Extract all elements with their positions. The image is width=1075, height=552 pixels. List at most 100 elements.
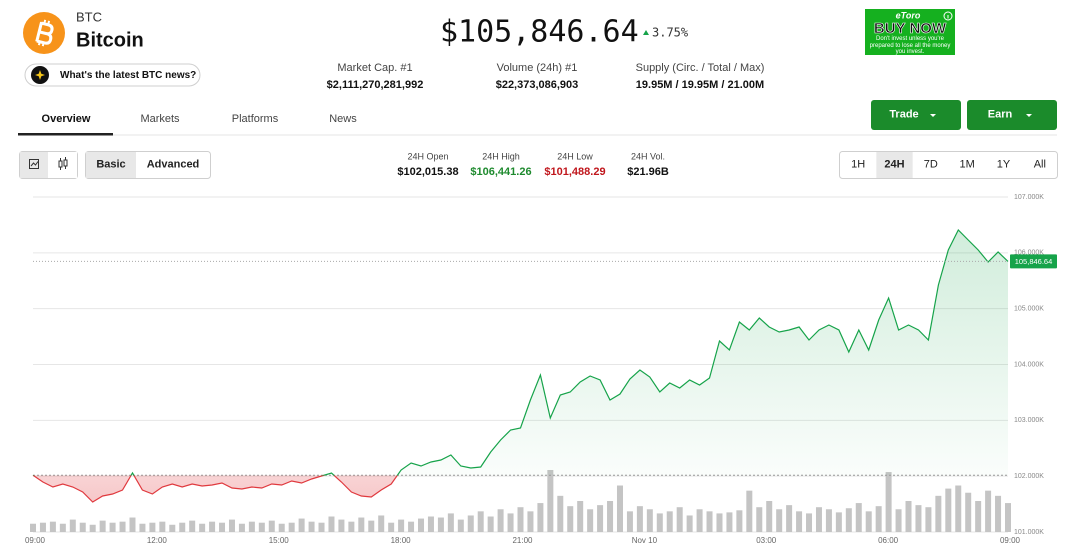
volume-bar: [507, 513, 514, 532]
day-stat-label: 24H Low: [557, 151, 593, 161]
x-tick-label: 15:00: [269, 536, 290, 545]
volume-bar: [537, 503, 544, 532]
volume-bar: [119, 521, 126, 532]
range-button[interactable]: All: [1034, 158, 1046, 170]
ad-info-glyph: [947, 15, 949, 19]
volume-bar: [308, 521, 315, 532]
volume-bar: [925, 507, 932, 532]
dropdown-caret: [930, 114, 936, 117]
range-button[interactable]: 1H: [851, 158, 865, 170]
volume-bar: [517, 507, 524, 532]
mode-button[interactable]: Advanced: [147, 158, 200, 170]
price-change: 3.75%: [652, 26, 689, 40]
volume-bar: [557, 495, 564, 532]
last-price-tag: [1010, 254, 1057, 269]
range-button[interactable]: 24H: [884, 158, 904, 170]
volume-bar: [855, 503, 862, 532]
volume-bar: [587, 509, 594, 532]
x-tick-label: 09:00: [1000, 536, 1021, 545]
price-area: [33, 230, 1008, 502]
news-button-label[interactable]: What's the latest BTC news?: [60, 70, 196, 81]
volume-bar: [457, 519, 464, 532]
volume-bar: [109, 522, 116, 532]
volume-bar: [696, 509, 703, 532]
day-stat-label: 24H Vol.: [631, 151, 665, 161]
y-tick-label: 106.000K: [1014, 250, 1044, 257]
action-button[interactable]: [871, 100, 961, 130]
tab[interactable]: News: [329, 113, 357, 125]
volume-bar: [238, 523, 245, 532]
x-tick-label: 03:00: [756, 536, 777, 545]
volume-bar: [875, 506, 882, 532]
volume-bar: [825, 509, 832, 532]
volume-bar: [49, 521, 56, 532]
volume-bar: [756, 507, 763, 532]
last-price-label: 105,846.64: [1015, 257, 1053, 266]
volume-bar: [30, 523, 36, 532]
y-tick-label: 103.000K: [1014, 417, 1044, 424]
action-label[interactable]: Trade: [889, 108, 918, 120]
sparkle: [35, 70, 45, 80]
volume-bar: [388, 522, 395, 532]
stat-label: Volume (24h) #1: [497, 62, 578, 74]
line-icon: [29, 159, 39, 169]
candle-style-button[interactable]: [49, 152, 77, 178]
volume-bar: [676, 507, 683, 532]
range-switch: [839, 151, 1058, 179]
volume-bar: [577, 501, 584, 532]
stat-value: 19.95M / 19.95M / 21.00M: [636, 79, 764, 91]
volume-bar: [716, 513, 723, 532]
mode-active: [86, 152, 136, 178]
range-button[interactable]: 1Y: [997, 158, 1011, 170]
x-tick-label: 18:00: [391, 536, 412, 545]
volume-bar: [567, 506, 574, 532]
volume-bar: [806, 513, 813, 532]
volume-bar: [845, 508, 852, 532]
tab[interactable]: Overview: [42, 113, 91, 125]
ad-info[interactable]: [943, 11, 953, 21]
volume-bar: [487, 516, 494, 532]
coin-glyph: [35, 19, 54, 47]
price-line: [32, 228, 1009, 503]
tab[interactable]: Markets: [140, 113, 180, 125]
range-button[interactable]: 7D: [924, 158, 938, 170]
news-button[interactable]: [24, 63, 201, 87]
volume-bar: [985, 490, 992, 532]
x-tick-label: 06:00: [878, 536, 899, 545]
volume-bar: [646, 509, 653, 532]
volume-bar: [995, 495, 1002, 532]
volume-bar: [686, 515, 693, 532]
tab[interactable]: Platforms: [232, 113, 279, 125]
ad-disclaimer: Don't invest unless you're prepared to l…: [869, 36, 951, 55]
mode-button[interactable]: Basic: [96, 158, 125, 170]
volume-bar: [656, 513, 663, 532]
volume-bar: [129, 517, 136, 532]
action-button[interactable]: [967, 100, 1057, 130]
y-tick-label: 105.000K: [1014, 306, 1044, 313]
action-label[interactable]: Earn: [988, 108, 1013, 120]
volume-bar: [706, 511, 713, 532]
stat-label: Supply (Circ. / Total / Max): [636, 62, 765, 74]
volume-bar: [437, 517, 444, 532]
volume-bar: [268, 520, 275, 532]
ad-banner[interactable]: [865, 9, 955, 55]
x-tick-label: 21:00: [512, 536, 533, 545]
volume-bar: [427, 516, 434, 532]
volume-bar: [865, 511, 872, 532]
volume-bar: [89, 524, 96, 532]
volume-bar: [248, 521, 255, 532]
line-style-button[interactable]: [20, 152, 48, 178]
candle-icon: [63, 159, 68, 167]
stat-label: Market Cap. #1: [337, 62, 412, 74]
volume-bar: [408, 521, 415, 532]
volume-bar: [99, 520, 106, 532]
range-button[interactable]: 1M: [960, 158, 975, 170]
volume-bar: [497, 509, 504, 532]
volume-bar: [796, 511, 803, 532]
day-stat-label: 24H Open: [407, 151, 448, 161]
volume-bar: [626, 511, 633, 532]
ad-cta[interactable]: BUY NOW: [874, 20, 948, 38]
volume-bar: [139, 523, 146, 532]
